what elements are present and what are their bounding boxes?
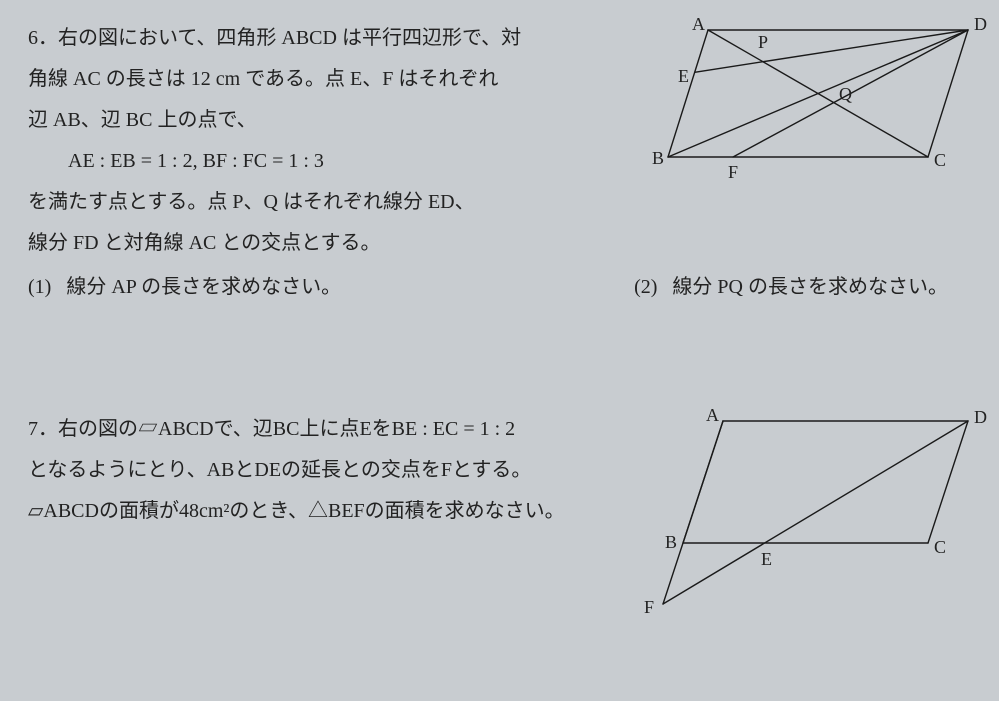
p6-line-2: 角線 AC の長さは 12 cm である。点 E、F はそれぞれ: [28, 59, 648, 100]
problem-7-text: 7．右の図の▱ABCDで、辺BC上に点EをBE : EC = 1 : 2 となる…: [28, 409, 638, 532]
svg-text:Q: Q: [839, 84, 852, 104]
svg-text:A: A: [706, 405, 719, 425]
svg-text:P: P: [758, 32, 768, 52]
svg-text:C: C: [934, 537, 946, 557]
svg-text:E: E: [678, 66, 689, 86]
page: 6．右の図において、四角形 ABCD は平行四辺形で、対 角線 AC の長さは …: [0, 0, 999, 701]
p6-line-1: 6．右の図において、四角形 ABCD は平行四辺形で、対: [28, 18, 648, 59]
p7-line-2: となるようにとり、ABとDEの延長との交点をFとする。: [28, 450, 638, 491]
svg-text:F: F: [728, 162, 738, 182]
svg-text:C: C: [934, 150, 946, 170]
spacer: [28, 339, 971, 409]
p7-line-3: ▱ABCDの面積が48cm²のとき、△BEFの面積を求めなさい。: [28, 491, 638, 532]
p6-sub1-text: 線分 AP の長さを求めなさい。: [66, 276, 341, 298]
svg-text:D: D: [974, 407, 987, 427]
svg-text:A: A: [692, 14, 705, 34]
svg-text:B: B: [665, 532, 677, 552]
problem-6-figure: A D B C E F P Q: [648, 12, 988, 202]
p6-line-3: 辺 AB、辺 BC 上の点で、: [28, 100, 648, 141]
problem-6-subparts: (1) 線分 AP の長さを求めなさい。 (2) 線分 PQ の長さを求めなさい…: [28, 270, 948, 299]
problem-7-figure: A D B C E F: [638, 403, 988, 628]
svg-text:E: E: [761, 549, 772, 569]
p6-sub1: (1) 線分 AP の長さを求めなさい。: [28, 270, 341, 299]
p6-sub2-text: 線分 PQ の長さを求めなさい。: [672, 276, 948, 298]
p6-sub2-label: (2): [634, 276, 657, 298]
p6-line-5: を満たす点とする。点 P、Q はそれぞれ線分 ED、: [28, 182, 648, 223]
svg-text:D: D: [974, 14, 987, 34]
p7-line-1: 7．右の図の▱ABCDで、辺BC上に点EをBE : EC = 1 : 2: [28, 409, 638, 450]
p6-line-4: AE : EB = 1 : 2, BF : FC = 1 : 3: [28, 141, 648, 182]
svg-text:F: F: [644, 597, 654, 617]
problem-6-text: 6．右の図において、四角形 ABCD は平行四辺形で、対 角線 AC の長さは …: [28, 18, 648, 264]
problem-7: 7．右の図の▱ABCDで、辺BC上に点EをBE : EC = 1 : 2 となる…: [28, 409, 971, 532]
problem-6: 6．右の図において、四角形 ABCD は平行四辺形で、対 角線 AC の長さは …: [28, 18, 971, 299]
svg-text:B: B: [652, 148, 664, 168]
p6-line-6: 線分 FD と対角線 AC との交点とする。: [28, 223, 648, 264]
p6-sub1-label: (1): [28, 276, 51, 298]
p6-sub2: (2) 線分 PQ の長さを求めなさい。: [634, 270, 948, 299]
